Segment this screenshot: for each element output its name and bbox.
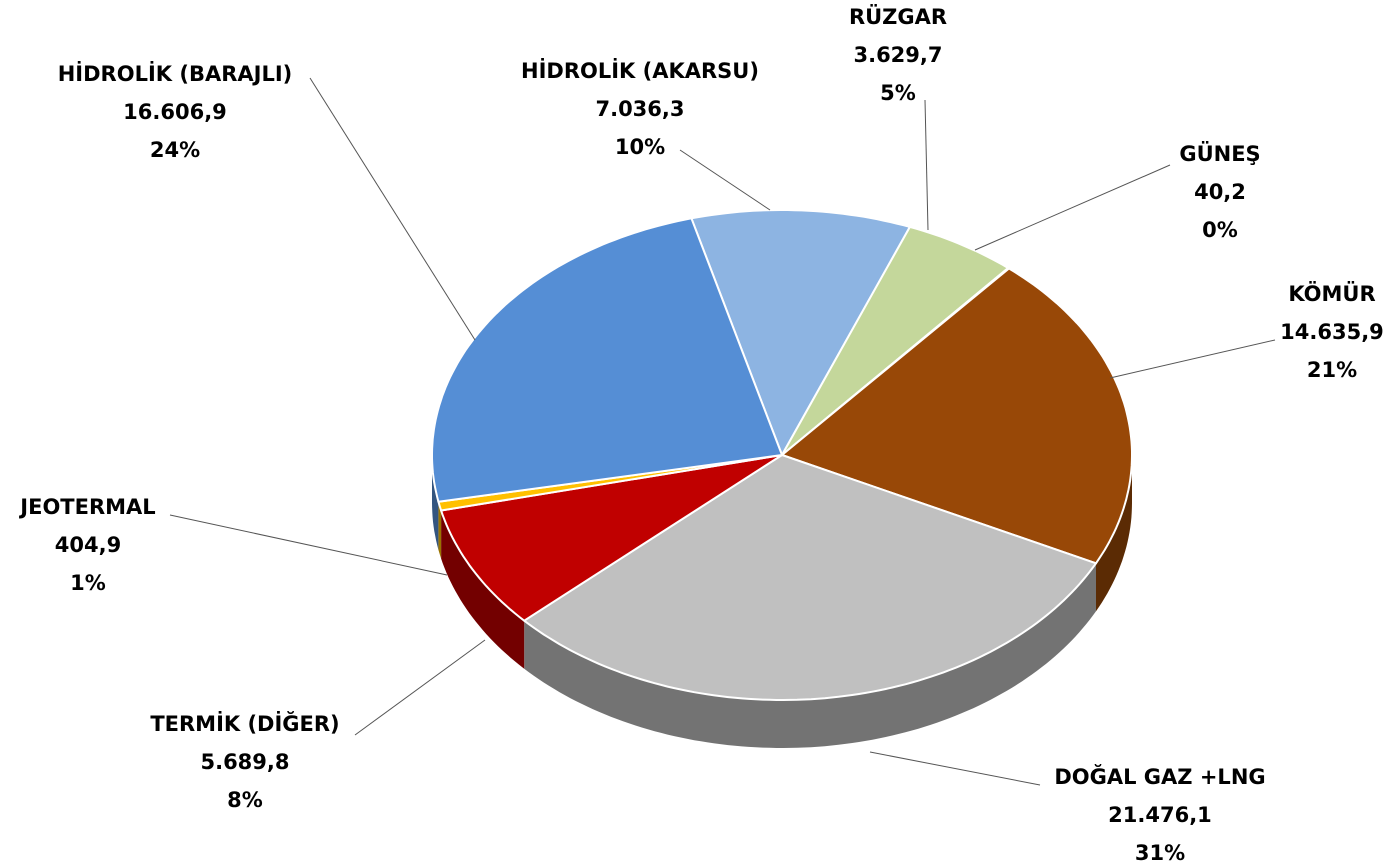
slice-name: HİDROLİK (AKARSU) [521, 58, 759, 83]
slice-name: RÜZGAR [849, 4, 947, 29]
percent-label: 0% [1202, 218, 1238, 242]
slice [781, 225, 1010, 456]
leader-line [169, 514, 448, 576]
value-label: 40,2 [1194, 180, 1246, 204]
slice-name: DOĞAL GAZ +LNG [1054, 764, 1265, 789]
leader-line [354, 639, 486, 736]
slice [440, 454, 783, 622]
leader-line [869, 751, 1041, 786]
percent-label: 10% [615, 135, 665, 159]
labels: HİDROLİK (AKARSU) 7.036,3 10% RÜZGAR 3.629,7… [18, 4, 1384, 862]
leader-line [679, 149, 771, 211]
percent-label: 8% [227, 788, 263, 812]
slice-side [441, 510, 525, 669]
value-label: 16.606,9 [123, 100, 227, 124]
value-label: 404,9 [55, 533, 121, 557]
leader-line [1109, 339, 1276, 379]
leader-line [309, 77, 476, 341]
percent-label: 21% [1307, 358, 1357, 382]
percent-label: 31% [1135, 841, 1185, 862]
value-label: 5.689,8 [200, 750, 289, 774]
slice [690, 209, 911, 456]
value-label: 21.476,1 [1108, 803, 1212, 827]
slice-name: JEOTERMAL [18, 495, 155, 519]
percent-label: 24% [150, 138, 200, 162]
leader-line [924, 99, 929, 231]
pie-tops [431, 209, 1133, 701]
value-label: 3.629,7 [853, 43, 942, 67]
slice-name: GÜNEŞ [1179, 141, 1260, 166]
slice-name: HİDROLİK (BARAJLI) [58, 61, 293, 86]
slice-name: TERMİK (DİĞER) [150, 711, 339, 736]
percent-label: 1% [70, 571, 106, 595]
value-label: 7.036,3 [595, 97, 684, 121]
slice-side [438, 501, 442, 559]
percent-label: 5% [880, 81, 916, 105]
slice-side [524, 563, 1096, 748]
slice [781, 267, 1133, 565]
leader-line [974, 164, 1171, 251]
value-label: 14.635,9 [1280, 320, 1384, 344]
slice [523, 454, 1097, 701]
slice-name: KÖMÜR [1288, 281, 1375, 306]
slice [431, 217, 783, 503]
